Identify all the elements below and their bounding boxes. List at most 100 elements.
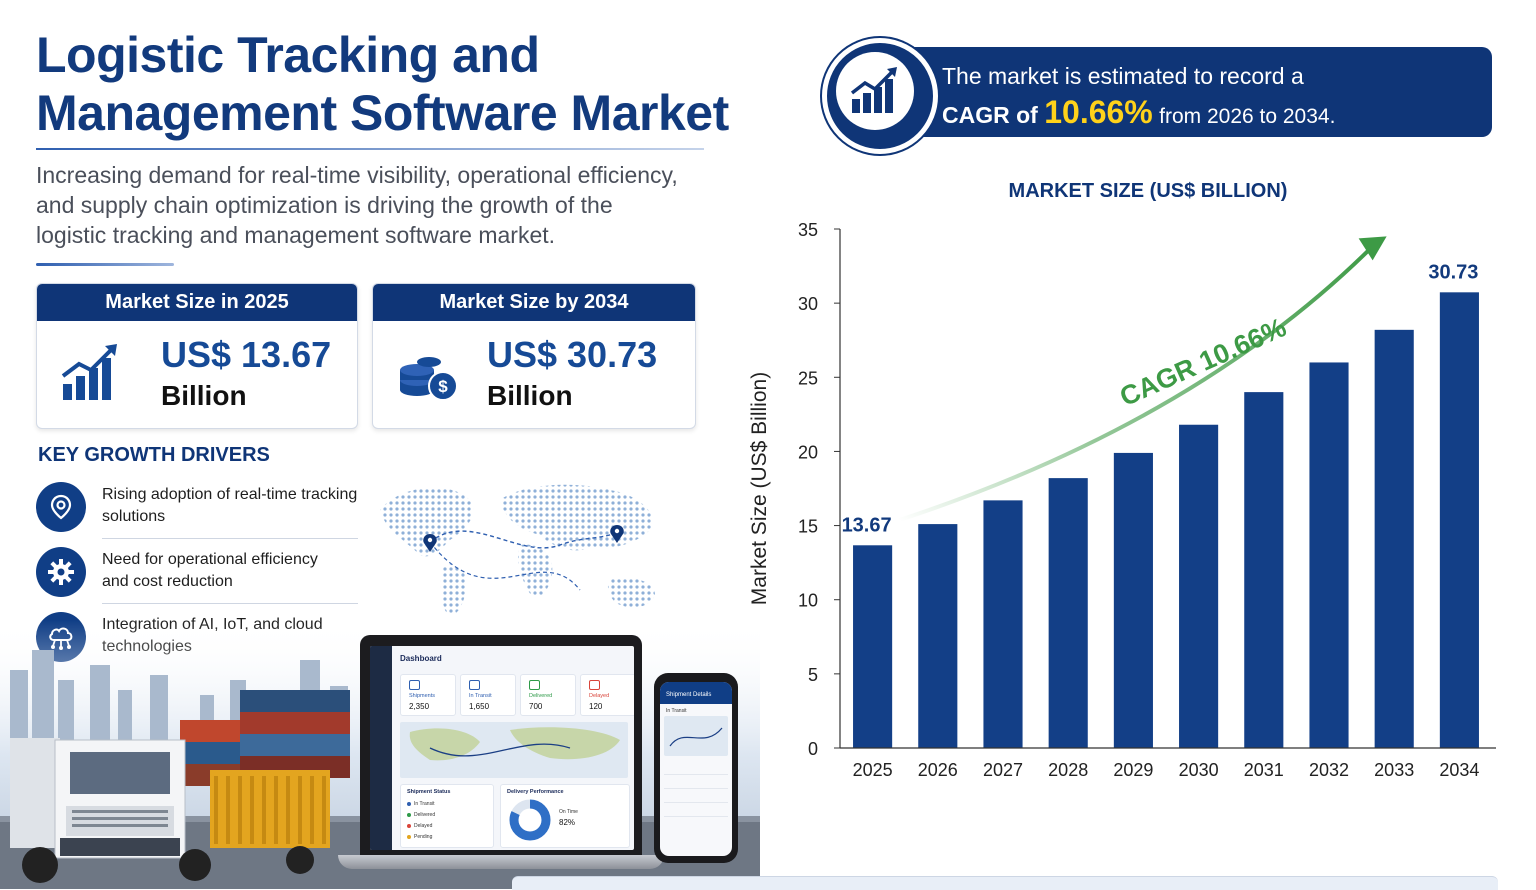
status-row: Delayed — [407, 823, 432, 829]
laptop-base — [338, 855, 664, 869]
data-label-2034: 30.73 — [1428, 261, 1478, 283]
status-row: Delivered — [407, 812, 435, 818]
stat-card-shipments: Shipments 2,350 — [400, 674, 456, 716]
check-icon — [529, 680, 540, 690]
bar-2030 — [1179, 424, 1219, 748]
page-title: Logistic Tracking and Management Softwar… — [36, 26, 776, 142]
card-value: US$ 13.67 — [161, 334, 332, 375]
coins-dollar-icon: $ — [395, 340, 461, 406]
bar-2032 — [1309, 362, 1349, 748]
card-heading: Market Size in 2025 — [37, 284, 357, 321]
subtitle-line1: Increasing demand for real-time visibili… — [36, 162, 678, 188]
x-tick-label: 2033 — [1374, 760, 1414, 780]
bar-2027 — [983, 500, 1023, 748]
subtitle-line3: logistic tracking and management softwar… — [36, 222, 556, 248]
phone-list-item — [664, 776, 728, 789]
cagr-suffix: from 2026 to 2034. — [1159, 105, 1336, 128]
x-tick-label: 2032 — [1309, 760, 1349, 780]
card-unit: Billion — [161, 380, 247, 411]
cagr-text-line1: The market is estimated to record a — [942, 63, 1304, 89]
driver-item: Need for operational efficiency and cost… — [36, 547, 360, 607]
card-value: US$ 30.73 — [487, 334, 658, 375]
phone-list-item — [664, 762, 728, 775]
y-axis-title: Market Size (US$ Billion) — [748, 372, 771, 605]
card-unit: Billion — [487, 380, 573, 411]
market-size-2025-card: Market Size in 2025 US$ 13.67 Billion — [36, 283, 358, 429]
x-tick-label: 2026 — [918, 760, 958, 780]
title-divider — [36, 148, 704, 150]
stat-card-delivered: Delivered 700 — [520, 674, 576, 716]
page-subtitle: Increasing demand for real-time visibili… — [36, 160, 716, 250]
driver-item: Rising adoption of real-time tracking so… — [36, 482, 360, 542]
dashboard-screen: Dashboard Shipments 2,350 In Transit 1,6… — [370, 646, 634, 850]
x-tick-label: 2027 — [983, 760, 1023, 780]
bar-2031 — [1244, 392, 1284, 748]
bottom-strip — [512, 876, 1498, 890]
subtitle-line2: and supply chain optimization is driving… — [36, 192, 613, 218]
cagr-value: 10.66% — [1044, 94, 1153, 130]
cagr-statement: The market is estimated to record a CAGR… — [942, 58, 1482, 135]
chart-title: MARKET SIZE (US$ BILLION) — [1008, 180, 1288, 202]
phone-header: Shipment Details — [660, 682, 732, 704]
delivery-donut-chart — [509, 799, 551, 841]
world-map-illustration — [380, 484, 655, 615]
driver-text-line1: Need for operational efficiency — [102, 551, 318, 568]
phone-screen: Shipment Details In Transit — [660, 682, 732, 856]
gear-icon — [36, 547, 86, 597]
status-row: Pending — [407, 834, 432, 840]
y-tick-label: 35 — [798, 220, 818, 240]
driver-text-line1: Rising adoption of real-time tracking — [102, 486, 358, 503]
driver-text-line2: solutions — [102, 508, 166, 525]
y-tick-label: 0 — [808, 739, 818, 759]
delivery-performance-panel: Delivery Performance On Time 82% — [500, 784, 630, 848]
dashboard-title: Dashboard — [400, 654, 442, 663]
page-title-line1: Logistic Tracking and — [36, 27, 540, 83]
stat-label: Delayed — [589, 693, 610, 699]
cagr-trend-arrow — [898, 242, 1377, 523]
cagr-arrowhead — [1358, 236, 1387, 261]
phone-map — [664, 716, 728, 756]
phone-status: In Transit — [666, 708, 687, 714]
bar-2028 — [1048, 478, 1088, 748]
location-pin-icon — [36, 482, 86, 532]
truck-icon — [469, 680, 480, 690]
cagr-banner — [858, 47, 1492, 137]
stat-value: 2,350 — [409, 702, 430, 711]
y-tick-label: 15 — [798, 517, 818, 537]
stat-label: Delivered — [529, 693, 553, 699]
x-tick-label: 2030 — [1179, 760, 1219, 780]
driver-text-line2: and cost reduction — [102, 573, 233, 590]
growth-chart-icon — [59, 340, 125, 406]
y-tick-label: 25 — [798, 368, 818, 388]
dashboard-map — [400, 722, 628, 778]
subtitle-divider — [36, 263, 174, 266]
growth-chart-icon — [836, 52, 914, 130]
stat-value: 1,650 — [469, 702, 490, 711]
panel-title: Delivery Performance — [507, 789, 564, 795]
y-tick-label: 30 — [798, 294, 818, 314]
stat-value: 120 — [589, 702, 603, 711]
status-row: In Transit — [407, 801, 435, 807]
market-size-2034-card: Market Size by 2034 $ US$ 30.73 Billion — [372, 283, 696, 429]
phone-list-item — [664, 790, 728, 803]
page-title-line2: Management Software Market — [36, 85, 729, 141]
stat-label: In Transit — [469, 693, 492, 699]
bar-2026 — [918, 524, 958, 748]
dashboard-sidebar — [370, 646, 392, 850]
y-tick-label: 5 — [808, 665, 818, 685]
data-label-2025: 13.67 — [842, 514, 892, 536]
x-tick-label: 2034 — [1439, 760, 1479, 780]
x-tick-label: 2031 — [1244, 760, 1284, 780]
bar-2034 — [1439, 292, 1479, 748]
shipment-status-panel: Shipment Status In Transit Delivered Del… — [400, 784, 494, 848]
cagr-prefix: CAGR of — [942, 102, 1038, 128]
x-tick-label: 2025 — [853, 760, 893, 780]
bar-2033 — [1374, 329, 1414, 748]
driver-divider — [102, 603, 358, 604]
x-tick-label: 2028 — [1048, 760, 1088, 780]
phone-list-item — [664, 804, 728, 817]
bar-2029 — [1113, 452, 1153, 748]
stat-value: 700 — [529, 702, 543, 711]
panel-title: Shipment Status — [407, 789, 451, 795]
